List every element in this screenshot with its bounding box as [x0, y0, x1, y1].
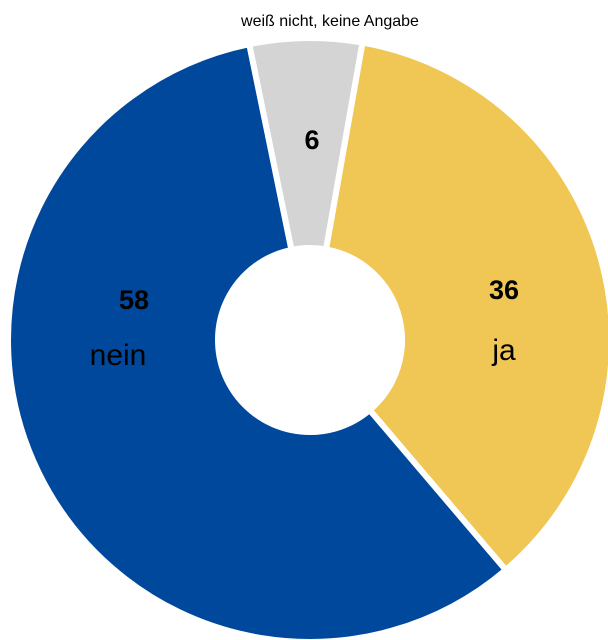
- value-label: 6: [304, 125, 319, 155]
- slice: [5, 41, 509, 640]
- category-label: nein: [90, 339, 147, 372]
- category-label: weiß nicht, keine Angabe: [240, 13, 419, 30]
- slice: [246, 35, 366, 253]
- value-label: 36: [489, 275, 519, 305]
- value-label: 58: [119, 285, 149, 315]
- category-label: ja: [491, 334, 516, 367]
